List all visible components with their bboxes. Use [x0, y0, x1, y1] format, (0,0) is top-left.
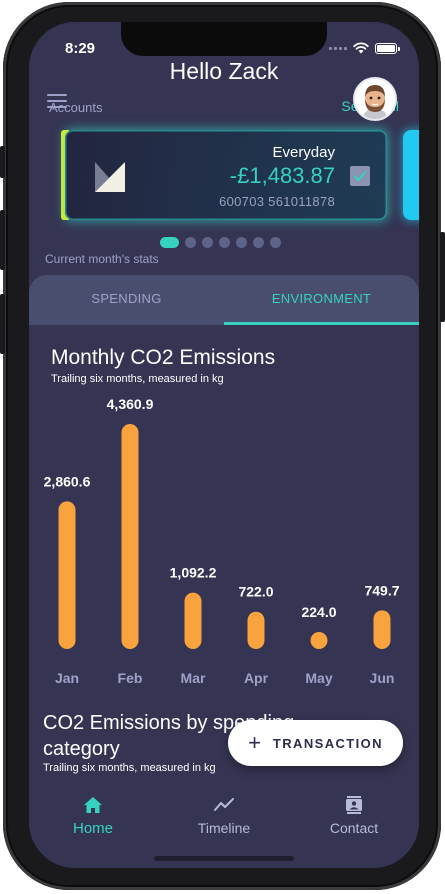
signal-icon [329, 46, 347, 50]
chart-x-tick-label: Jun [370, 670, 395, 686]
account-select-checkbox[interactable] [350, 166, 370, 186]
home-icon [84, 797, 102, 813]
chart-bar-apr[interactable] [247, 611, 265, 649]
card-pager [160, 237, 281, 248]
bottom-nav: Home Timeline Contact [29, 782, 419, 868]
chart-value-label: 2,860.6 [44, 473, 91, 489]
stats-label: Current month's stats [45, 252, 159, 266]
home-indicator [154, 856, 294, 861]
nav-timeline-label: Timeline [197, 820, 251, 836]
account-number: 600703 561011878 [219, 194, 335, 209]
account-card[interactable]: Everyday -£1,483.87 600703 561011878 [65, 130, 387, 220]
next-account-card[interactable] [403, 130, 419, 220]
chart-bar-jun[interactable] [373, 610, 391, 649]
status-time: 8:29 [65, 40, 96, 57]
plus-icon: + [248, 730, 261, 755]
chart-value-label: 224.0 [301, 604, 336, 620]
pager-dot[interactable] [160, 237, 179, 248]
chart-value-label: 1,092.2 [170, 565, 217, 581]
category-chart-subtitle: Trailing six months, measured in kg [43, 762, 216, 774]
accounts-label: Accounts [49, 100, 103, 115]
chart-value-label: 722.0 [238, 584, 273, 600]
chart-x-tick-label: May [305, 670, 332, 686]
contact-icon [346, 796, 362, 814]
power-button [440, 232, 445, 322]
chart-bar-may[interactable] [310, 632, 328, 649]
chart-bar-feb[interactable] [121, 424, 139, 649]
nav-contact-label: Contact [329, 820, 379, 836]
chart-x-tick-label: Jan [55, 670, 79, 686]
chart-subtitle: Trailing six months, measured in kg [51, 373, 224, 385]
chart-bar-mar[interactable] [184, 592, 202, 649]
chart-x-tick-label: Mar [181, 670, 206, 686]
co2-bar-chart: 2,860.6 Jan 4,360.9 Feb 1,092.2 Mar 722.0 Apr 22… [44, 396, 400, 686]
avatar[interactable] [355, 79, 395, 119]
menu-icon[interactable] [47, 94, 67, 112]
add-transaction-button[interactable]: + TRANSACTION [228, 720, 403, 766]
add-transaction-label: TRANSACTION [272, 735, 383, 751]
chart-x-tick-label: Apr [244, 670, 269, 686]
chart-value-label: 749.7 [364, 582, 399, 598]
avatar-face-icon [355, 79, 395, 119]
volume-up-button [0, 210, 5, 270]
bank-logo-icon [95, 162, 125, 192]
chart-title: Monthly CO2 Emissions [51, 346, 276, 369]
pager-dot[interactable] [185, 237, 196, 248]
silent-switch [0, 146, 5, 178]
account-name: Everyday [272, 144, 335, 161]
nav-home-label: Home [72, 820, 113, 837]
volume-down-button [0, 294, 5, 354]
nav-contact[interactable]: Contact [294, 794, 414, 836]
chart-value-label: 4,360.9 [107, 396, 154, 412]
greeting-title: Hello Zack [169, 58, 279, 84]
notch [121, 22, 327, 56]
nav-timeline[interactable]: Timeline [164, 794, 284, 836]
pager-dot[interactable] [253, 237, 264, 248]
check-icon [354, 171, 366, 181]
pager-dot[interactable] [202, 237, 213, 248]
chart-bar-jan[interactable] [58, 501, 76, 649]
account-balance: -£1,483.87 [229, 163, 335, 188]
pager-dot[interactable] [219, 237, 230, 248]
tab-environment[interactable]: ENVIRONMENT [224, 275, 419, 325]
pager-dot[interactable] [236, 237, 247, 248]
battery-icon [375, 42, 400, 54]
app-screen: 8:29 Hello Zack Accounts Select All [29, 22, 419, 868]
timeline-icon [214, 798, 234, 811]
tab-spending[interactable]: SPENDING [91, 291, 162, 306]
chart-x-tick-label: Feb [118, 670, 143, 686]
wifi-icon [353, 42, 369, 54]
pager-dot[interactable] [270, 237, 281, 248]
nav-home[interactable]: Home [33, 794, 153, 837]
status-icons [329, 42, 400, 54]
stats-tabs: SPENDING ENVIRONMENT [29, 275, 419, 325]
